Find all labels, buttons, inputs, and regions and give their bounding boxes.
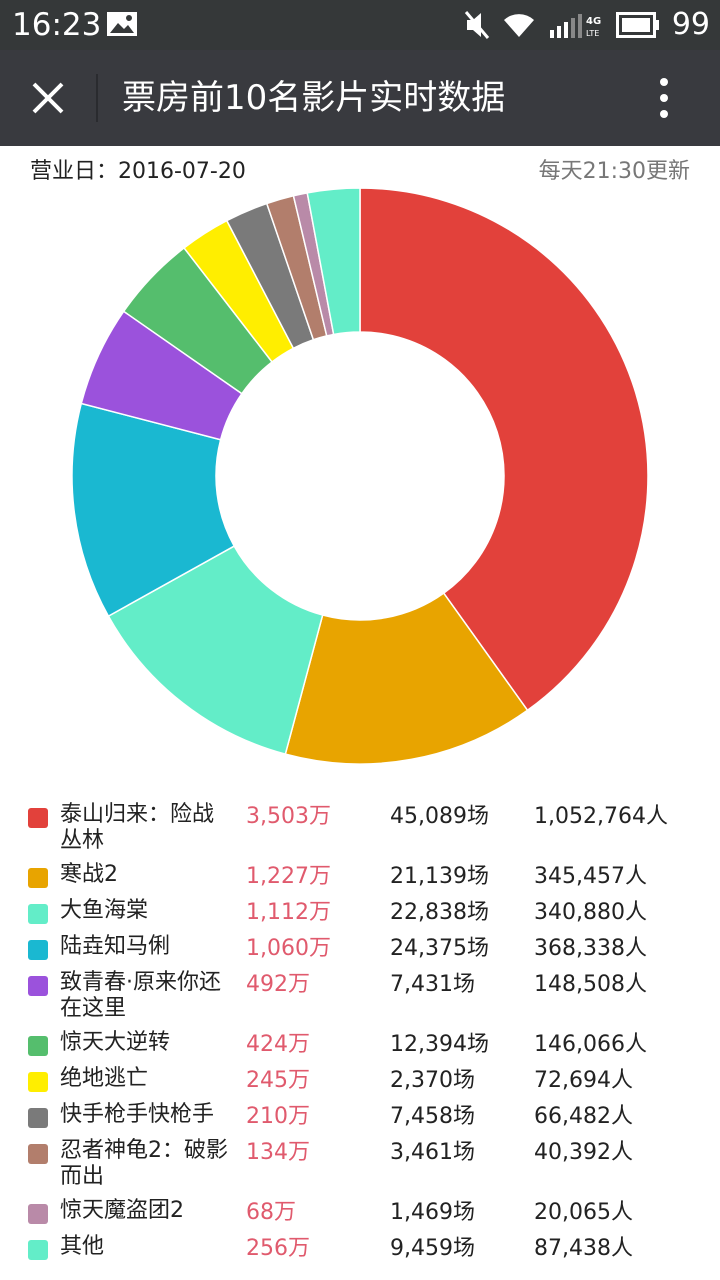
- battery-level: 99: [671, 7, 710, 42]
- movie-name: 忍者神龟2：破影而出: [60, 1138, 228, 1189]
- donut-slice[interactable]: [107, 545, 324, 756]
- nav-divider: [96, 74, 98, 122]
- movie-name: 其他: [60, 1234, 105, 1259]
- audience-count: 40,392人: [534, 1140, 633, 1165]
- legend-swatch: [28, 940, 48, 960]
- donut-svg: [71, 187, 649, 765]
- signal-icon: 4G LTE: [549, 14, 601, 38]
- nav-bar: 票房前10名影片实时数据: [0, 50, 720, 146]
- box-office-value: 68万: [246, 1200, 296, 1225]
- movie-name: 泰山归来：险战丛林: [60, 802, 215, 853]
- audience-count: 146,066人: [534, 1032, 647, 1057]
- business-date: 营业日：2016-07-20: [30, 159, 246, 184]
- table-row[interactable]: 泰山归来：险战丛林 3,503万 45,089场 1,052,764人: [0, 800, 720, 860]
- legend-swatch: [28, 1240, 48, 1260]
- audience-count: 340,880人: [534, 900, 647, 925]
- donut-slice[interactable]: [71, 402, 236, 618]
- table-row[interactable]: 绝地逃亡 245万 2,370场 72,694人: [0, 1064, 720, 1100]
- screenings-count: 12,394场: [390, 1032, 489, 1057]
- table-row[interactable]: 致青春·原来你还在这里 492万 7,431场 148,508人: [0, 968, 720, 1028]
- table-row[interactable]: 大鱼海棠 1,112万 22,838场 340,880人: [0, 896, 720, 932]
- audience-count: 72,694人: [534, 1068, 633, 1093]
- status-right: 4G LTE 99: [464, 6, 710, 44]
- screenings-count: 9,459场: [390, 1236, 475, 1261]
- movie-name: 惊天魔盗团2: [60, 1198, 184, 1223]
- audience-count: 345,457人: [534, 864, 647, 889]
- page-title: 票房前10名影片实时数据: [122, 78, 506, 118]
- table-row[interactable]: 惊天大逆转 424万 12,394场 146,066人: [0, 1028, 720, 1064]
- movie-name: 致青春·原来你还在这里: [60, 970, 221, 1021]
- status-time: 16:23: [12, 7, 102, 43]
- table-row[interactable]: 陆垚知马俐 1,060万 24,375场 368,338人: [0, 932, 720, 968]
- table-row[interactable]: 惊天魔盗团2 68万 1,469场 20,065人: [0, 1196, 720, 1232]
- network-lte-label: LTE: [586, 29, 599, 38]
- box-office-value: 1,112万: [246, 900, 331, 925]
- legend-swatch: [28, 808, 48, 828]
- screenings-count: 7,431场: [390, 972, 475, 997]
- box-office-value: 1,227万: [246, 864, 331, 889]
- box-office-value: 424万: [246, 1032, 310, 1057]
- table-row[interactable]: 其他 256万 9,459场 87,438人: [0, 1232, 720, 1268]
- audience-count: 66,482人: [534, 1104, 633, 1129]
- battery-icon: [615, 12, 659, 38]
- legend-swatch: [28, 868, 48, 888]
- movie-name: 陆垚知马俐: [60, 934, 171, 959]
- screenings-count: 3,461场: [390, 1140, 475, 1165]
- audience-count: 20,065人: [534, 1200, 633, 1225]
- movie-table: 泰山归来：险战丛林 3,503万 45,089场 1,052,764人寒战2 1,227…: [0, 800, 720, 1268]
- box-office-value: 492万: [246, 972, 310, 997]
- more-vertical-icon[interactable]: [644, 74, 684, 122]
- wifi-icon: [503, 14, 534, 37]
- legend-swatch: [28, 976, 48, 996]
- network-4g-label: 4G: [586, 16, 601, 27]
- movie-name: 大鱼海棠: [60, 898, 149, 923]
- audience-count: 87,438人: [534, 1236, 633, 1261]
- status-bar: 16:23 4G LTE 99: [0, 0, 720, 50]
- image-icon: [107, 12, 137, 36]
- legend-swatch: [28, 1108, 48, 1128]
- screenings-count: 21,139场: [390, 864, 489, 889]
- movie-name: 寒战2: [60, 862, 118, 887]
- donut-slice[interactable]: [306, 187, 361, 336]
- legend-swatch: [28, 1204, 48, 1224]
- mute-icon: [464, 11, 489, 39]
- legend-swatch: [28, 904, 48, 924]
- close-icon[interactable]: [24, 74, 72, 122]
- legend-swatch: [28, 1072, 48, 1092]
- donut-slice[interactable]: [284, 592, 529, 765]
- screenings-count: 24,375场: [390, 936, 489, 961]
- table-row[interactable]: 忍者神龟2：破影而出 134万 3,461场 40,392人: [0, 1136, 720, 1196]
- legend-swatch: [28, 1144, 48, 1164]
- table-row[interactable]: 寒战2 1,227万 21,139场 345,457人: [0, 860, 720, 896]
- screenings-count: 7,458场: [390, 1104, 475, 1129]
- screenings-count: 45,089场: [390, 804, 489, 829]
- screenings-count: 22,838场: [390, 900, 489, 925]
- audience-count: 368,338人: [534, 936, 647, 961]
- box-office-donut-chart: [0, 180, 720, 780]
- screenings-count: 1,469场: [390, 1200, 475, 1225]
- update-note: 每天21:30更新: [538, 159, 690, 184]
- box-office-value: 245万: [246, 1068, 310, 1093]
- audience-count: 1,052,764人: [534, 804, 668, 829]
- box-office-value: 3,503万: [246, 804, 331, 829]
- movie-name: 快手枪手快枪手: [60, 1102, 215, 1127]
- table-row[interactable]: 快手枪手快枪手 210万 7,458场 66,482人: [0, 1100, 720, 1136]
- box-office-value: 1,060万: [246, 936, 331, 961]
- box-office-value: 256万: [246, 1236, 310, 1261]
- legend-swatch: [28, 1036, 48, 1056]
- audience-count: 148,508人: [534, 972, 647, 997]
- box-office-value: 134万: [246, 1140, 310, 1165]
- donut-slice[interactable]: [359, 187, 649, 712]
- movie-name: 绝地逃亡: [60, 1066, 149, 1091]
- movie-name: 惊天大逆转: [60, 1030, 171, 1055]
- screenings-count: 2,370场: [390, 1068, 475, 1093]
- box-office-value: 210万: [246, 1104, 310, 1129]
